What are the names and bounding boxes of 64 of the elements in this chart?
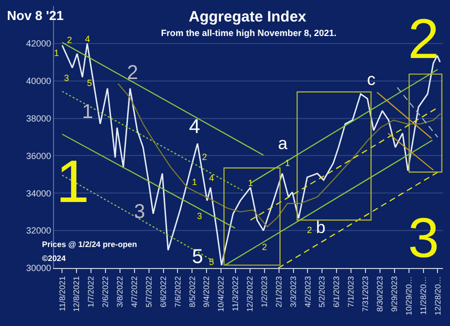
x-tick-label: 2/1/2023 — [274, 276, 284, 308]
x-tick-label: 6/6/2022 — [158, 276, 168, 308]
x-tick-label: 8/30/2023 — [376, 276, 385, 312]
annotation: b — [316, 218, 326, 237]
y-tick-label: 32000 — [26, 226, 52, 236]
x-tick-label: 11/28/20… — [418, 276, 428, 315]
annotation: 3 — [408, 206, 440, 269]
x-tick-label: 1/2/2023 — [260, 276, 269, 308]
annotation: 4 — [85, 34, 90, 44]
text: From the all-time high November 8, 2021. — [161, 28, 337, 38]
annotation: 3 — [134, 201, 146, 223]
x-tick-label: 10/4/2022 — [216, 276, 226, 312]
annotation: 2 — [127, 62, 138, 84]
annotation: 3 — [64, 73, 70, 83]
x-tick-label: 7/31/2023 — [361, 276, 370, 312]
y-tick-label: 38000 — [26, 113, 52, 124]
annotation: ©2024 — [42, 254, 66, 263]
y-tick-label: 40000 — [26, 76, 52, 86]
x-tick-label: 5/2/2023 — [318, 276, 327, 308]
x-tick-label: 12/8/2021 — [72, 276, 82, 312]
annotation: a — [278, 134, 288, 153]
annotation: 1 — [285, 158, 290, 168]
x-tick-label: 3/3/2023 — [288, 276, 298, 308]
annotation: 1 — [54, 48, 60, 58]
annotation: 4 — [189, 116, 200, 138]
x-tick-label: 4/7/2022 — [130, 276, 139, 308]
y-tick-label: 42000 — [26, 38, 52, 49]
annotation: 1 — [56, 148, 90, 215]
y-tick-label: 34000 — [26, 188, 52, 198]
annotation: 2 — [408, 7, 440, 70]
x-tick-label: 9/4/2022 — [202, 276, 212, 308]
chart-title: Aggregate Index — [188, 8, 307, 26]
x-tick-label: 6/1/2023 — [332, 276, 342, 308]
x-tick-label: 8/5/2022 — [188, 276, 197, 308]
x-tick-label: 1/7/2022 — [86, 276, 96, 308]
annotation: 5 — [209, 257, 214, 267]
annotation: 2 — [307, 225, 312, 235]
annotation: Prices @ 1/2/24 pre-open — [42, 240, 138, 249]
x-tick-label: 11/3/2022 — [231, 276, 240, 312]
x-tick-label: 4/2/2023 — [303, 276, 312, 308]
x-tick-label: 12/28/20… — [433, 276, 442, 316]
annotation: 1 — [192, 177, 198, 187]
x-tick-label: 11/8/2021 — [58, 276, 67, 312]
annotation: 1 — [82, 101, 94, 123]
annotation: 3 — [197, 211, 202, 221]
annotation: 2 — [262, 242, 268, 252]
x-tick-label: 12/3/2022 — [246, 276, 255, 312]
annotation: 2 — [202, 152, 208, 162]
annotation: Nov 8 '21 — [7, 8, 64, 23]
annotation: 2 — [67, 35, 72, 45]
x-tick-label: 10/29/20… — [404, 276, 414, 316]
y-tick-label: 36000 — [26, 150, 52, 161]
x-tick-label: 5/7/2022 — [144, 276, 154, 308]
annotation: 4 — [209, 173, 214, 183]
x-tick-label: 9/29/2023 — [390, 276, 399, 312]
annotation: c — [367, 70, 376, 89]
annotation: 5 — [192, 246, 204, 268]
x-tick-label: 7/1/2023 — [346, 276, 356, 308]
x-tick-label: 2/6/2022 — [101, 276, 110, 308]
x-tick-label: 3/8/2022 — [116, 276, 125, 308]
annotation: 5 — [87, 78, 92, 88]
annotation: 1 — [248, 178, 254, 188]
y-tick-label: 30000 — [26, 263, 52, 274]
x-tick-label: 7/6/2022 — [173, 276, 182, 308]
